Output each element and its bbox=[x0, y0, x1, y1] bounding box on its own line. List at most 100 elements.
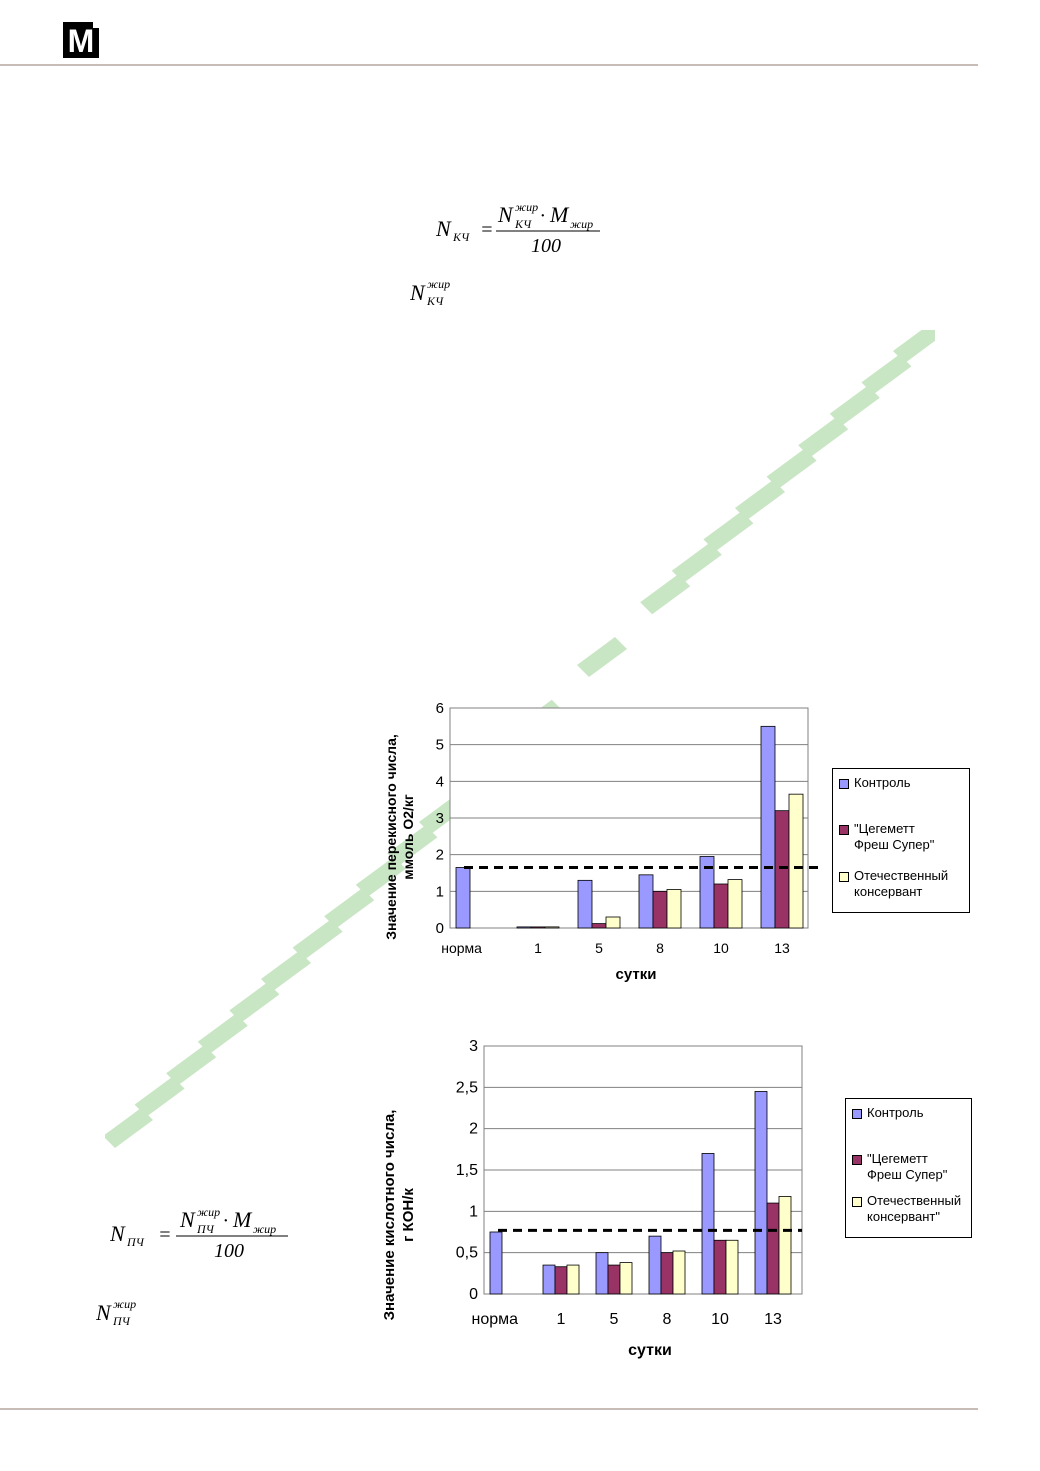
y-tick-label: 0,5 bbox=[456, 1245, 478, 1262]
y-tick-label: 0 bbox=[469, 1286, 478, 1303]
watermark-segment bbox=[229, 982, 280, 1023]
legend-item: Контроль bbox=[852, 1105, 923, 1121]
formula-kch-m: M bbox=[549, 202, 570, 227]
formula-pch-m-sub: жир bbox=[253, 1222, 276, 1236]
formula-kch-num-sup: жир bbox=[515, 200, 538, 214]
x-tick-label: норма bbox=[441, 940, 482, 956]
formula-kch-m-sub: жир bbox=[570, 217, 593, 231]
watermark-segment bbox=[640, 574, 691, 615]
watermark-segment bbox=[105, 1108, 153, 1148]
bar-1-s0-c1 bbox=[542, 1264, 556, 1295]
watermark-segment bbox=[197, 1013, 248, 1054]
bar-0-s1-c1 bbox=[530, 926, 546, 929]
formula-pch-m: M bbox=[232, 1207, 253, 1232]
formula-kch-ref-symbol: N bbox=[410, 280, 426, 305]
bar-1-s1-c2 bbox=[607, 1264, 621, 1295]
bar-1-s0-c2 bbox=[595, 1252, 609, 1295]
watermark-segment bbox=[735, 480, 785, 520]
legend-item: Отечественный консервант bbox=[839, 868, 948, 900]
footer-rule bbox=[0, 1408, 978, 1410]
formula-pch-num: N bbox=[179, 1207, 196, 1232]
formula-pch-lhs: N bbox=[110, 1221, 126, 1246]
bar-1-s1-c3 bbox=[660, 1252, 674, 1295]
legend-item: "Цегеметт Фреш Супер" bbox=[852, 1151, 947, 1183]
bar-1-s0-c0 bbox=[489, 1231, 503, 1295]
watermark-segment bbox=[166, 1045, 217, 1086]
bar-0-s2-c5 bbox=[788, 793, 804, 929]
legend-label: "Цегеметт Фреш Супер" bbox=[867, 1151, 948, 1182]
bar-0-s0-c1 bbox=[516, 926, 532, 929]
watermark-segment bbox=[703, 511, 754, 552]
x-tick-label: 13 bbox=[764, 1311, 782, 1328]
watermark-segment bbox=[893, 330, 935, 363]
acid-chart-svg: 0 0,5 1 1,5 2 2,5 3 норма 1 5 8 10 13 сутки Значение… bbox=[381, 1038, 803, 1359]
bar-0-s0-c5 bbox=[760, 725, 776, 929]
header-rule bbox=[0, 64, 978, 66]
bar-0-s1-c3 bbox=[652, 890, 668, 929]
legend-swatch bbox=[839, 825, 849, 835]
x-tick-label: 8 bbox=[656, 940, 664, 956]
formula-kch-ref-sub: КЧ bbox=[426, 294, 444, 308]
formula-pch-ref: N жир ПЧ bbox=[95, 1296, 156, 1335]
legend-item: "Цегеметт Фреш Супер" bbox=[839, 821, 934, 853]
bar-1-s2-c4 bbox=[725, 1239, 739, 1295]
x-tick-label: 13 bbox=[774, 940, 790, 956]
formula-kch-ref-sup: жир bbox=[427, 277, 450, 291]
x-tick-label: 5 bbox=[595, 940, 603, 956]
watermark-segment bbox=[798, 417, 849, 458]
bar-0-s0-c0 bbox=[455, 867, 471, 929]
bar-0-s1-c2 bbox=[591, 923, 607, 929]
y-tick-label: 2 bbox=[436, 847, 444, 864]
x-tick-label: 1 bbox=[557, 1311, 566, 1328]
x-tick-label: 10 bbox=[711, 1311, 729, 1328]
formula-pch-ref-symbol: N bbox=[96, 1300, 112, 1325]
watermark-segment bbox=[324, 888, 375, 929]
bar-1-s1-c5 bbox=[766, 1202, 780, 1295]
watermark-segment bbox=[134, 1076, 185, 1117]
formula-pch-num-sup: жир bbox=[197, 1205, 220, 1219]
bar-0-s2-c1 bbox=[544, 926, 560, 929]
bar-0-s2-c2 bbox=[605, 916, 621, 929]
x-tick-label: 8 bbox=[663, 1311, 672, 1328]
legend-swatch bbox=[852, 1109, 862, 1119]
bar-1-s0-c4 bbox=[701, 1153, 715, 1295]
formula-kch-lhs: N bbox=[436, 216, 452, 241]
formula-pch-ref-sub: ПЧ bbox=[112, 1314, 131, 1328]
acid-y-label-line2: г КОН/к bbox=[400, 1188, 417, 1242]
bar-1-s2-c1 bbox=[566, 1264, 580, 1295]
legend-swatch bbox=[839, 779, 849, 789]
legend-label: Отечественный консервант bbox=[854, 868, 949, 899]
bar-0-s2-c3 bbox=[666, 889, 682, 929]
acid-chart: 0 0,5 1 1,5 2 2,5 3 норма 1 5 8 10 13 сутки Значение… bbox=[378, 1035, 808, 1365]
legend-label: Контроль bbox=[854, 775, 911, 790]
acid-y-label-line1: Значение кислотного числа, bbox=[381, 1110, 398, 1321]
y-tick-label: 3 bbox=[436, 810, 444, 827]
legend-item: Контроль bbox=[839, 775, 910, 791]
legend-label: Контроль bbox=[867, 1105, 924, 1120]
formula-pch-ref-sup: жир bbox=[113, 1297, 136, 1311]
x-tick-label: 5 bbox=[610, 1311, 619, 1328]
legend-label: "Цегеметт Фреш Супер" bbox=[854, 821, 935, 852]
formula-kch: N КЧ = N жир КЧ · M жир 100 bbox=[435, 200, 616, 265]
legend-swatch bbox=[839, 872, 849, 882]
legend-swatch bbox=[852, 1197, 862, 1207]
bar-1-s0-c3 bbox=[648, 1235, 662, 1295]
svg-text:=: = bbox=[480, 219, 494, 241]
peroxide-chart-svg: 0 1 2 3 4 5 6 норма 1 5 8 10 13 сутки Значение перек… bbox=[383, 700, 820, 983]
bar-1-s0-c5 bbox=[754, 1091, 768, 1295]
formula-pch-den: 100 bbox=[214, 1240, 244, 1262]
legend-swatch bbox=[852, 1155, 862, 1165]
watermark-segment bbox=[861, 354, 912, 395]
logo-letter: M bbox=[68, 23, 95, 59]
bar-0-s0-c2 bbox=[577, 879, 593, 929]
logo: M bbox=[63, 20, 105, 60]
y-tick-label: 1 bbox=[469, 1203, 478, 1220]
y-tick-label: 5 bbox=[436, 737, 444, 754]
bar-0-s1-c4 bbox=[713, 883, 729, 929]
x-tick-label: норма bbox=[472, 1311, 519, 1328]
acid-x-label: сутки bbox=[628, 1342, 672, 1359]
bar-0-s0-c3 bbox=[638, 874, 654, 929]
watermark-segment bbox=[577, 637, 627, 677]
formula-kch-lhs-sub: КЧ bbox=[452, 230, 470, 244]
formula-pch: N ПЧ = N жир ПЧ · M жир 100 bbox=[109, 1205, 300, 1270]
